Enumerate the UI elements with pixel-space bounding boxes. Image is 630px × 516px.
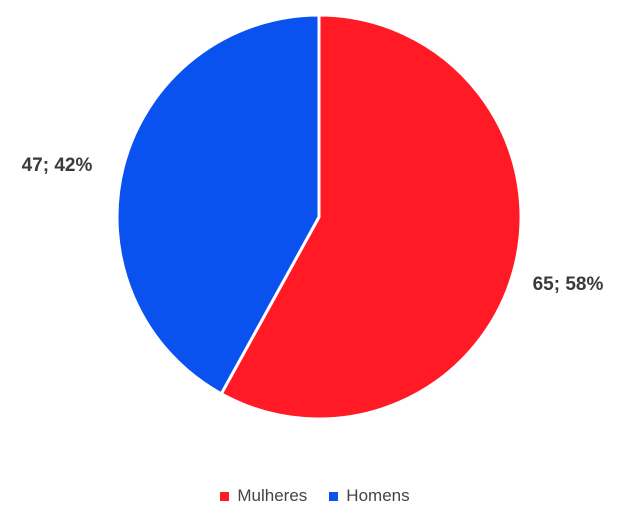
legend-swatch-mulheres [220, 491, 230, 501]
data-label-homens: 47; 42% [22, 155, 93, 176]
pie-slice-homens[interactable] [115, 13, 321, 396]
chart-legend: Mulheres Homens [0, 486, 630, 506]
pie-slice-mulheres[interactable] [219, 13, 523, 421]
pie-data-labels: 65; 58% 47; 42% [22, 155, 604, 295]
legend-swatch-homens [329, 491, 339, 501]
legend-item-mulheres[interactable]: Mulheres [220, 486, 307, 506]
legend-label-homens: Homens [346, 486, 410, 505]
pie-slices [115, 13, 523, 421]
legend-item-homens[interactable]: Homens [329, 486, 410, 506]
legend-label-mulheres: Mulheres [237, 486, 308, 505]
data-label-mulheres: 65; 58% [533, 274, 604, 295]
